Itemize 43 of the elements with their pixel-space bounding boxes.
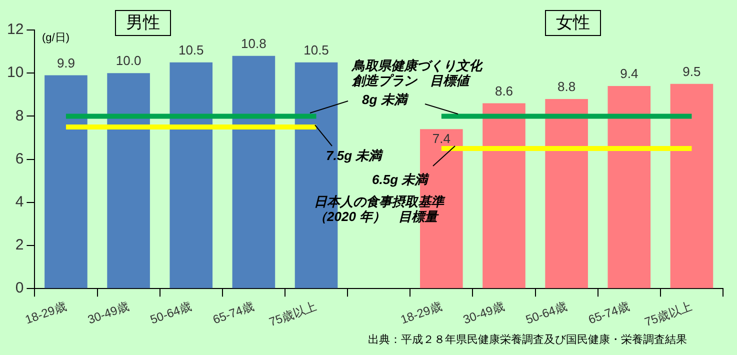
source-note: 出典：平成２８年県民健康栄養調査及び国民健康・栄養調査結果 xyxy=(368,333,687,348)
annotation: 男性 xyxy=(115,10,171,36)
annotation: 8g 未満 xyxy=(362,92,407,107)
y-tick-label: 8 xyxy=(15,107,24,124)
x-tick-label: 50-64歳 xyxy=(524,299,569,327)
x-tick-label: 75歳以上 xyxy=(642,299,694,330)
annotation: 6.5g 未満 xyxy=(372,172,428,187)
x-tick-label: 65-74歳 xyxy=(586,299,632,327)
y-tick-label: 6 xyxy=(15,150,24,168)
data-label: 7.4 xyxy=(432,131,450,146)
bar xyxy=(670,84,714,288)
bar xyxy=(232,56,276,288)
data-label: 10.5 xyxy=(304,42,329,58)
data-label: 9.5 xyxy=(682,64,701,79)
annotation: 鳥取県健康づくり文化創造プラン 目標値 xyxy=(352,58,484,88)
x-tick-label: 18-29歳 xyxy=(398,299,444,327)
y-axis-title: (g/日) xyxy=(42,31,70,45)
bar xyxy=(482,103,526,288)
bar xyxy=(545,98,588,288)
bar xyxy=(170,62,213,288)
x-tick-label: 75歳以上 xyxy=(267,299,318,330)
data-label: 10.5 xyxy=(178,42,204,58)
bar xyxy=(107,73,150,288)
annotation: 7.5g 未満 xyxy=(326,148,382,163)
y-tick-label: 10 xyxy=(6,64,24,82)
data-label: 10.0 xyxy=(116,53,142,68)
y-tick-label: 4 xyxy=(15,194,24,211)
y-tick-label: 2 xyxy=(15,236,24,254)
bar xyxy=(44,75,88,288)
x-tick-label: 65-74歳 xyxy=(210,299,256,327)
x-tick-label: 50-64歳 xyxy=(148,299,194,327)
data-label: 9.4 xyxy=(620,66,638,82)
annotation: 女性 xyxy=(545,10,601,36)
y-tick-label: 12 xyxy=(6,21,24,38)
data-label: 8.8 xyxy=(558,79,576,94)
x-tick-label: 30-49歳 xyxy=(86,299,131,327)
x-tick-label: 18-29歳 xyxy=(23,299,68,327)
data-label: 8.6 xyxy=(494,83,514,98)
y-tick-label: 0 xyxy=(15,280,24,297)
data-label: 9.9 xyxy=(56,55,76,70)
data-label: 10.8 xyxy=(241,36,266,51)
bar xyxy=(608,86,651,288)
x-tick-label: 30-49歳 xyxy=(461,299,506,327)
